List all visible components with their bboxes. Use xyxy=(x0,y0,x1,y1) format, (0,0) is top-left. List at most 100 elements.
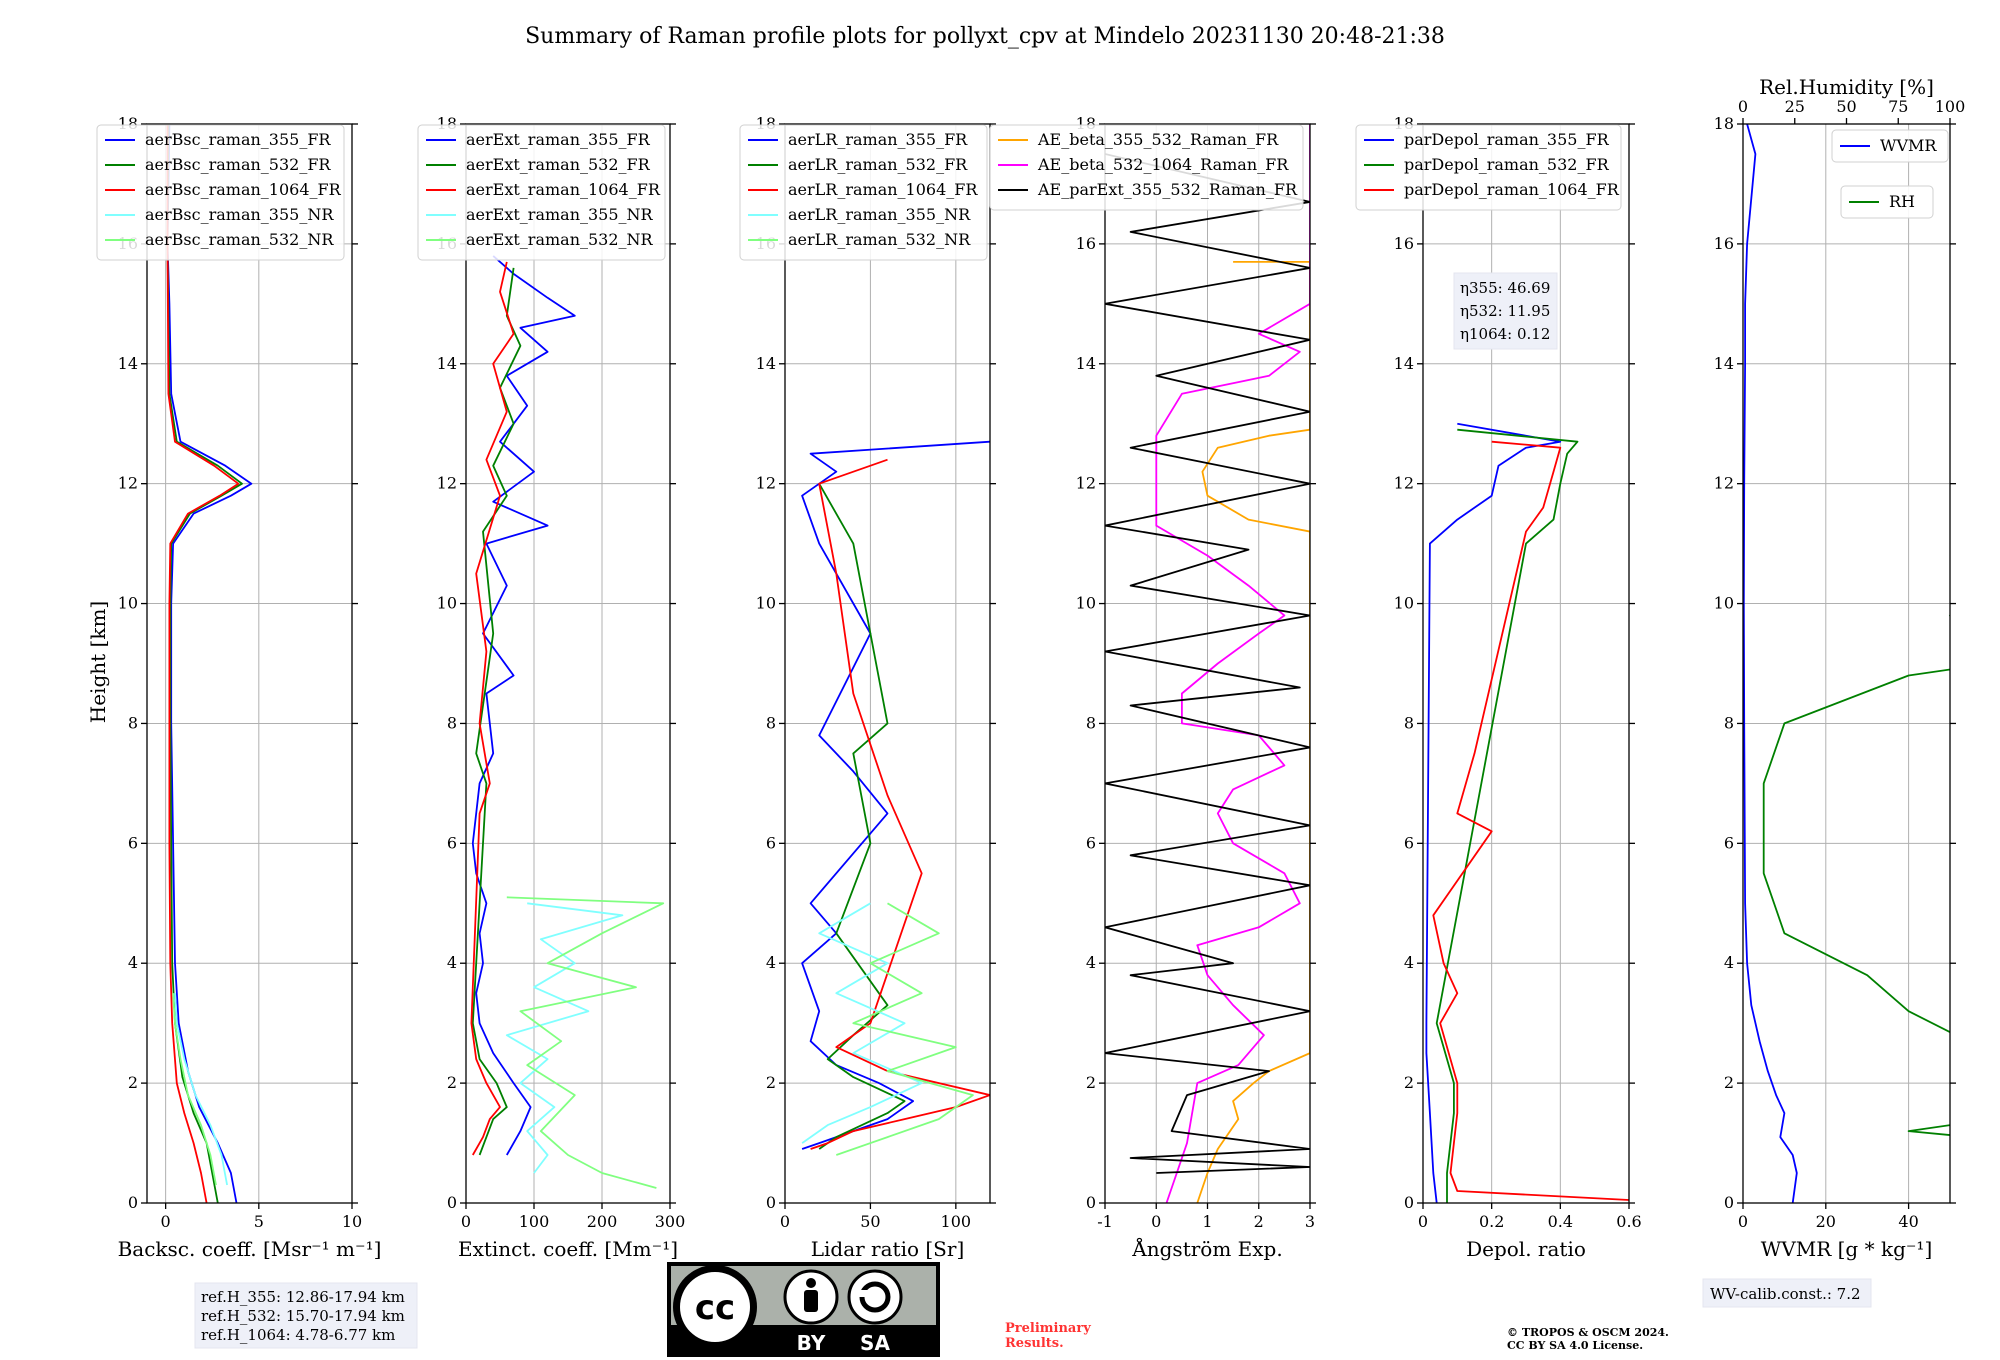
x2-tick-label: 25 xyxy=(1785,97,1805,116)
y-tick-label: 12 xyxy=(756,474,776,493)
series-line-aerExt_raman_355_NR xyxy=(505,902,624,1174)
x-tick-label: 0 xyxy=(1738,1212,1748,1231)
legend-label: aerBsc_raman_532_NR xyxy=(145,230,334,249)
x2-tick-label: 0 xyxy=(1738,97,1748,116)
axes-frame xyxy=(784,123,991,1204)
x2-tick-label: 100 xyxy=(1935,97,1966,116)
legend-label: aerBsc_raman_355_NR xyxy=(145,205,334,224)
y-tick-label: 2 xyxy=(1086,1073,1096,1092)
y-tick-label: 10 xyxy=(118,594,138,613)
x-tick-label: 100 xyxy=(941,1212,972,1231)
legend-label: aerLR_raman_532_NR xyxy=(788,230,971,249)
y-tick-label: 4 xyxy=(766,953,776,972)
x-tick-label: 0.4 xyxy=(1548,1212,1573,1231)
x-tick-label: 0 xyxy=(161,1212,171,1231)
y-tick-label: 6 xyxy=(1404,833,1414,852)
y-tick-label: 0 xyxy=(447,1193,457,1212)
y-tick-label: 2 xyxy=(128,1073,138,1092)
series-line-WVMR xyxy=(1743,124,1798,1203)
x-tick-label: 5 xyxy=(254,1212,264,1231)
series-line-AE_beta_355_532_Raman_FR xyxy=(1196,260,1310,1203)
y-tick-label: 14 xyxy=(756,354,776,373)
x-tick-label: 100 xyxy=(519,1212,550,1231)
x-tick-label: 300 xyxy=(655,1212,686,1231)
x-tick-label: -1 xyxy=(1097,1212,1113,1231)
x-axis-label: Depol. ratio xyxy=(1466,1237,1586,1261)
y-tick-label: 4 xyxy=(447,953,457,972)
y-tick-label: 6 xyxy=(766,833,776,852)
y-tick-label: 0 xyxy=(128,1193,138,1212)
y-axis-label: Height [km] xyxy=(86,601,110,723)
legend-label: aerBsc_raman_355_FR xyxy=(145,130,331,149)
wv-calib-annotation: WV-calib.const.: 7.2 xyxy=(1702,1278,1872,1308)
y-tick-label: 14 xyxy=(1076,354,1096,373)
series-group xyxy=(1105,124,1310,1203)
series-group xyxy=(801,440,990,1156)
sa-label: SA xyxy=(860,1331,890,1355)
x-tick-label: 0 xyxy=(1151,1212,1161,1231)
y-tick-label: 14 xyxy=(118,354,138,373)
y-tick-label: 6 xyxy=(1724,833,1734,852)
y-tick-label: 6 xyxy=(447,833,457,852)
x-axis-label: Lidar ratio [Sr] xyxy=(811,1237,965,1261)
y-tick-label: 2 xyxy=(447,1073,457,1092)
ref-height-355: ref.H_355: 12.86-17.94 km xyxy=(201,1288,405,1306)
legend-box xyxy=(1840,185,1934,219)
series-group xyxy=(1743,124,1950,1203)
y-tick-label: 16 xyxy=(1076,234,1096,253)
x-axis-label: Backsc. coeff. [Msr⁻¹ m⁻¹] xyxy=(118,1237,382,1261)
legend-label: aerBsc_raman_1064_FR xyxy=(145,180,342,199)
ref-height-annotation: ref.H_355: 12.86-17.94 km ref.H_532: 15.… xyxy=(194,1282,418,1349)
x-tick-label: 0 xyxy=(780,1212,790,1231)
sa-share-alike-icon xyxy=(847,1269,903,1325)
x-tick-label: 10 xyxy=(342,1212,362,1231)
series-line-aerLR_raman_1064_FR xyxy=(810,458,990,1150)
by-label: BY xyxy=(797,1331,826,1355)
y-tick-label: 4 xyxy=(1724,953,1734,972)
copyright-line2: CC BY SA 4.0 License. xyxy=(1507,1339,1643,1352)
x-tick-label: 0 xyxy=(1418,1212,1428,1231)
legend-label: aerLR_raman_532_FR xyxy=(788,155,968,174)
eta-1064: η1064: 0.12 xyxy=(1460,325,1550,343)
y-tick-label: 10 xyxy=(1714,594,1734,613)
y-tick-label: 12 xyxy=(1394,474,1414,493)
x-tick-label: 50 xyxy=(860,1212,880,1231)
series-group xyxy=(470,255,665,1189)
x-tick-label: 0 xyxy=(461,1212,471,1231)
series-line-aerBsc_raman_532_FR xyxy=(166,124,243,1203)
y-tick-label: 10 xyxy=(756,594,776,613)
x-tick-label: 3 xyxy=(1305,1212,1315,1231)
legend-label: aerLR_raman_355_NR xyxy=(788,205,971,224)
preliminary-label-line2: Results. xyxy=(1005,1336,1064,1351)
y-tick-label: 2 xyxy=(766,1073,776,1092)
series-group xyxy=(1425,422,1629,1203)
x-tick-label: 2 xyxy=(1254,1212,1264,1231)
series-group xyxy=(166,124,253,1203)
y-tick-label: 10 xyxy=(1394,594,1414,613)
series-line-aerLR_raman_355_NR xyxy=(801,902,923,1144)
legend-label: WVMR xyxy=(1880,136,1937,155)
legend-label: RH xyxy=(1889,192,1915,211)
legend-label: parDepol_raman_1064_FR xyxy=(1404,180,1620,199)
y-tick-label: 18 xyxy=(1714,114,1734,133)
panel-3: 024681012141618050100Lidar ratio [Sr]aer… xyxy=(739,114,996,1261)
legend-label: aerExt_raman_355_NR xyxy=(466,205,654,224)
x-tick-label: 1 xyxy=(1202,1212,1212,1231)
legend-box xyxy=(417,124,666,261)
axes-frame xyxy=(146,123,353,1204)
y-tick-label: 8 xyxy=(1404,713,1414,732)
y-tick-label: 10 xyxy=(437,594,457,613)
y-tick-label: 6 xyxy=(1086,833,1096,852)
y-tick-label: 12 xyxy=(118,474,138,493)
preliminary-label-line1: Preliminary xyxy=(1005,1321,1091,1336)
series-line-aerExt_raman_532_FR xyxy=(471,267,522,1156)
legend-box xyxy=(1831,129,1949,163)
legend-label: aerExt_raman_1064_FR xyxy=(466,180,661,199)
ref-height-532: ref.H_532: 15.70-17.94 km xyxy=(201,1307,405,1325)
y-tick-label: 8 xyxy=(1724,713,1734,732)
legend-box xyxy=(739,124,988,261)
ref-height-1064: ref.H_1064: 4.78-6.77 km xyxy=(201,1326,395,1344)
legend-label: aerBsc_raman_532_FR xyxy=(145,155,331,174)
